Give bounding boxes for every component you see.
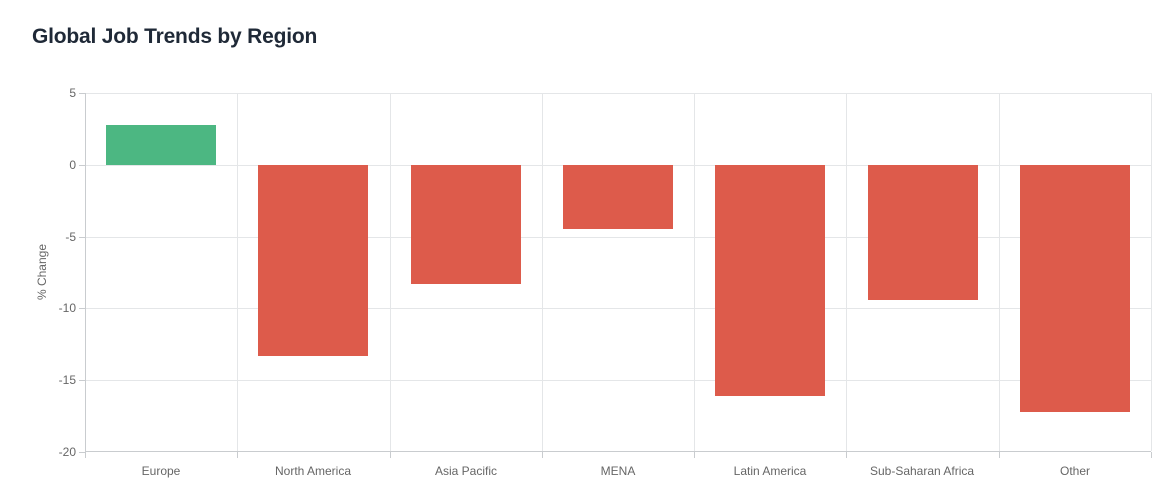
- h-gridline: [86, 93, 1151, 94]
- chart-title: Global Job Trends by Region: [32, 25, 318, 48]
- bar-asia-pacific: [411, 164, 521, 284]
- x-tick-mark: [542, 452, 543, 458]
- v-gridline: [1151, 93, 1152, 451]
- plot-area: [85, 93, 1152, 452]
- v-gridline: [694, 93, 695, 451]
- v-gridline: [237, 93, 238, 451]
- bar-latin-america: [715, 164, 825, 396]
- x-tick-mark: [694, 452, 695, 458]
- y-tick-mark: [79, 93, 85, 94]
- y-tick-label: 0: [69, 158, 76, 172]
- h-gridline: [86, 237, 1151, 238]
- x-tick-label: MENA: [600, 464, 636, 478]
- v-gridline: [542, 93, 543, 451]
- bar-north-america: [258, 164, 368, 356]
- y-tick-label: -15: [58, 373, 76, 387]
- x-tick-mark: [999, 452, 1000, 458]
- bar-mena: [563, 164, 673, 230]
- x-tick-label: Asia Pacific: [434, 464, 498, 478]
- x-tick-label: Europe: [141, 464, 181, 478]
- x-tick-mark: [85, 452, 86, 458]
- x-tick-label: Other: [1059, 464, 1090, 478]
- v-gridline: [999, 93, 1000, 451]
- y-tick-mark: [79, 452, 85, 453]
- x-tick-mark: [390, 452, 391, 458]
- v-gridline: [390, 93, 391, 451]
- y-tick-mark: [79, 308, 85, 309]
- x-tick-mark: [846, 452, 847, 458]
- x-tick-mark: [237, 452, 238, 458]
- y-tick-label: -10: [58, 301, 76, 315]
- y-tick-label: -5: [65, 230, 76, 244]
- x-tick-mark: [1151, 452, 1152, 458]
- bar-europe: [106, 124, 216, 165]
- h-gridline: [86, 380, 1151, 381]
- x-tick-label: Latin America: [733, 464, 807, 478]
- bar-other: [1020, 164, 1130, 412]
- y-tick-mark: [79, 165, 85, 166]
- y-tick-label: 5: [69, 86, 76, 100]
- v-gridline: [846, 93, 847, 451]
- y-tick-label: -20: [58, 445, 76, 459]
- y-tick-mark: [79, 380, 85, 381]
- bar-sub-saharan-africa: [868, 164, 978, 300]
- x-tick-label: Sub-Saharan Africa: [869, 464, 975, 478]
- y-tick-mark: [79, 237, 85, 238]
- h-gridline: [86, 308, 1151, 309]
- x-tick-label: North America: [274, 464, 352, 478]
